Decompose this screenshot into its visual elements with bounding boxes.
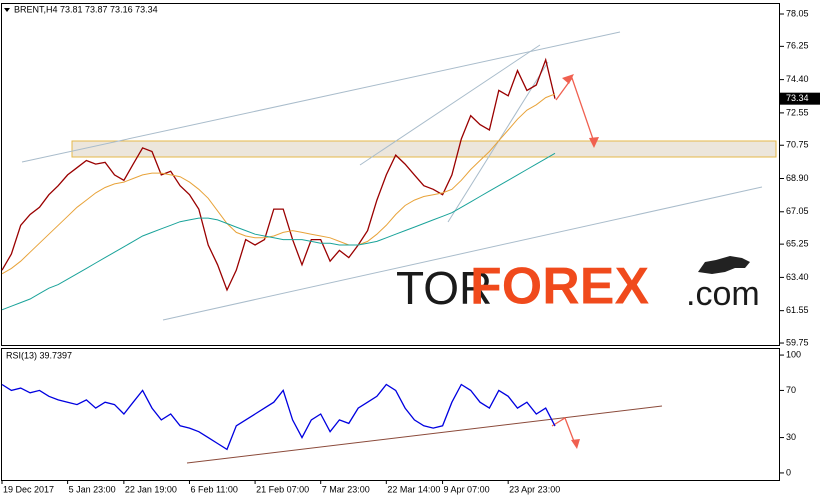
series-line <box>1 383 556 451</box>
series-line <box>1 93 556 275</box>
x-tick-label: 21 Feb 07:00 <box>256 484 309 494</box>
arrow-head <box>589 137 599 148</box>
x-tick-label: 5 Jan 23:00 <box>69 484 116 494</box>
rsi-panel <box>1 348 780 481</box>
y-tick-label: 70 <box>786 385 796 395</box>
x-tick-label: 19 Dec 2017 <box>3 484 54 494</box>
price-tag <box>780 92 820 105</box>
resistance-zone <box>71 140 777 158</box>
x-tick-label: 22 Mar 14:00 <box>387 484 440 494</box>
y-tick-label: 72.55 <box>786 107 809 117</box>
wedge-line <box>359 44 541 166</box>
menu-icon <box>4 8 10 12</box>
channel-line <box>21 31 621 163</box>
y-tick-label: 61.55 <box>786 305 809 315</box>
series-line <box>1 152 556 311</box>
arrow-head <box>562 74 574 84</box>
forecast-arrow <box>551 417 576 445</box>
channel-line <box>162 186 763 321</box>
y-tick-label: 63.40 <box>786 272 809 282</box>
y-tick-label: 59.75 <box>786 337 809 347</box>
y-tick-label: 100 <box>786 349 801 359</box>
x-tick-label: 23 Apr 23:00 <box>509 484 560 494</box>
y-tick-label: 30 <box>786 432 796 442</box>
watermark: TOR <box>396 262 492 314</box>
watermark: .com <box>686 275 760 313</box>
y-tick-label: 0 <box>786 467 791 477</box>
chart-title: BRENT,H4 73.81 73.87 73.16 73.34 <box>14 4 158 14</box>
price-tag-label: 73.34 <box>786 93 809 103</box>
y-tick-label: 68.90 <box>786 173 809 183</box>
y-tick-label: 65.25 <box>786 239 809 249</box>
x-tick-label: 22 Jan 19:00 <box>125 484 177 494</box>
y-tick-label: 70.75 <box>786 140 809 150</box>
y-tick-label: 78.05 <box>786 8 809 18</box>
price-panel <box>1 3 780 346</box>
x-tick-label: 9 Apr 07:00 <box>444 484 490 494</box>
bull-icon <box>698 256 750 274</box>
y-tick-label: 76.25 <box>786 41 809 51</box>
series-line <box>1 57 556 292</box>
arrow-head <box>571 439 580 449</box>
watermark: FOREX <box>470 258 649 316</box>
rsi-title: RSI(13) 39.7397 <box>6 350 72 360</box>
x-tick-label: 7 Mar 23:00 <box>322 484 370 494</box>
y-tick-label: 67.05 <box>786 206 809 216</box>
y-tick-label: 74.40 <box>786 74 809 84</box>
rsi-trend-line <box>186 405 663 464</box>
x-tick-label: 6 Feb 11:00 <box>190 484 237 494</box>
